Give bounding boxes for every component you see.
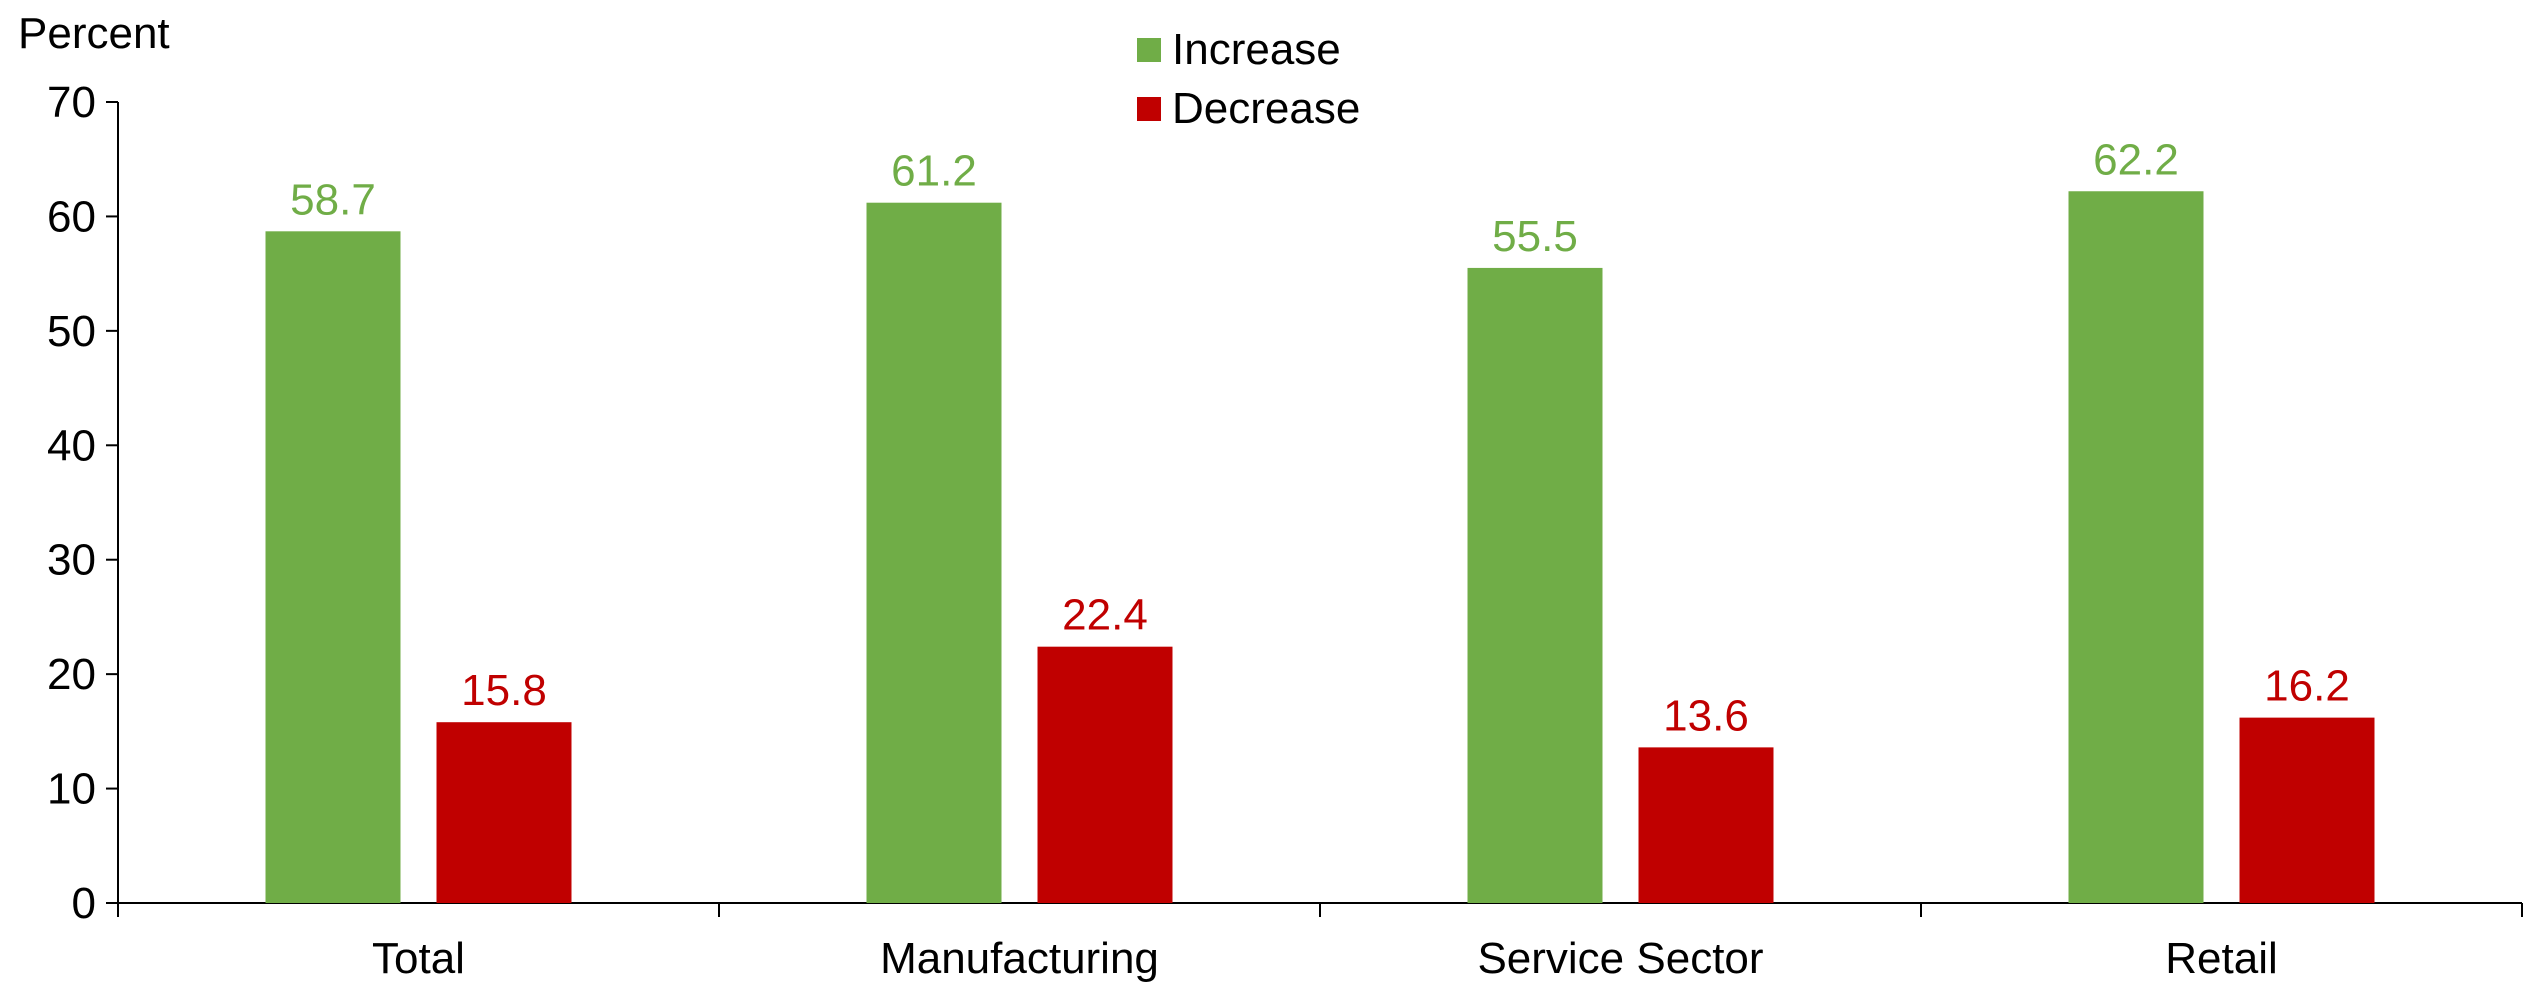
bar bbox=[2239, 717, 2375, 903]
data-label: 13.6 bbox=[1663, 691, 1749, 740]
y-tick-label: 10 bbox=[47, 765, 96, 814]
x-category-label: Retail bbox=[2165, 934, 2278, 983]
legend: Increase Decrease bbox=[1137, 25, 1360, 133]
data-label: 55.5 bbox=[1492, 212, 1578, 261]
legend-label: Increase bbox=[1172, 25, 1341, 74]
bar bbox=[2068, 191, 2204, 904]
bar bbox=[1037, 646, 1173, 903]
data-label: 58.7 bbox=[290, 175, 376, 224]
legend-label: Decrease bbox=[1172, 84, 1360, 133]
bar bbox=[436, 722, 572, 903]
x-axis: Total Manufacturing Service Sector Retail bbox=[117, 902, 2523, 983]
data-label: 62.2 bbox=[2093, 135, 2179, 184]
legend-swatch bbox=[1137, 38, 1161, 62]
x-category-label: Service Sector bbox=[1477, 934, 1763, 983]
y-tick-label: 0 bbox=[72, 879, 96, 928]
data-label: 16.2 bbox=[2264, 662, 2350, 711]
data-label: 15.8 bbox=[461, 666, 547, 715]
bars bbox=[265, 191, 2375, 904]
y-axis: 0 10 20 30 40 50 60 70 bbox=[47, 78, 119, 928]
x-category-label: Manufacturing bbox=[880, 934, 1159, 983]
y-axis-unit-label: Percent bbox=[18, 9, 170, 58]
data-labels: 58.7 61.2 55.5 62.2 15.8 22.4 13.6 16.2 bbox=[290, 135, 2350, 740]
y-tick-label: 70 bbox=[47, 78, 96, 127]
data-label: 22.4 bbox=[1062, 591, 1148, 640]
y-tick-label: 40 bbox=[47, 421, 96, 470]
y-tick-label: 50 bbox=[47, 307, 96, 356]
bar bbox=[866, 202, 1002, 903]
bar bbox=[1467, 267, 1603, 904]
bar bbox=[265, 231, 401, 903]
y-tick-label: 20 bbox=[47, 650, 96, 699]
legend-swatch bbox=[1137, 97, 1161, 121]
x-category-label: Total bbox=[372, 934, 465, 983]
data-label: 61.2 bbox=[891, 147, 977, 196]
bar bbox=[1638, 747, 1774, 903]
y-tick-label: 60 bbox=[47, 192, 96, 241]
y-tick-label: 30 bbox=[47, 536, 96, 585]
